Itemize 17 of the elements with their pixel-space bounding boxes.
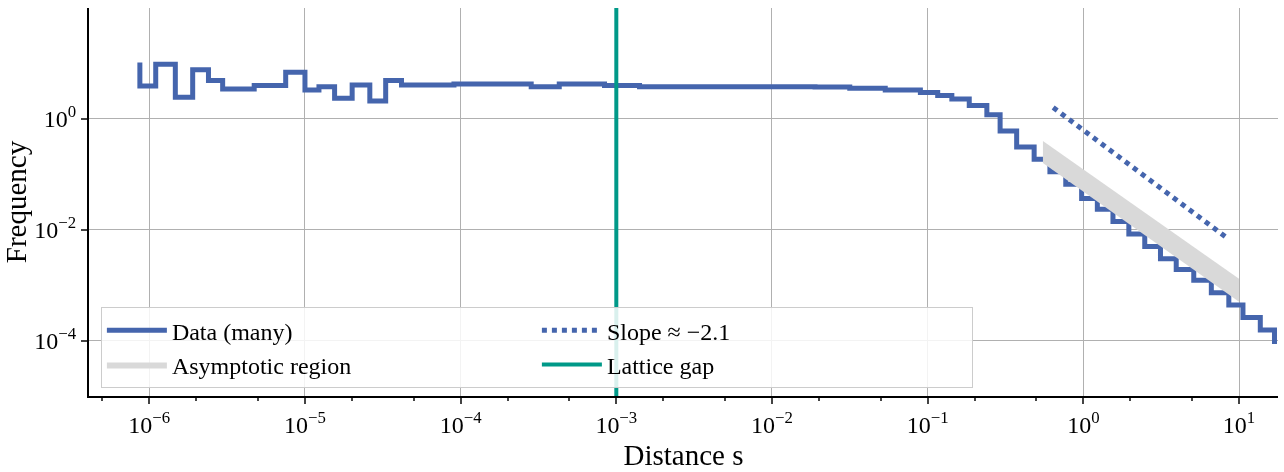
x-axis-title: Distance s: [623, 439, 744, 472]
legend-label: Asymptotic region: [171, 352, 352, 379]
y-tick-label: 10$^{−4}$: [34, 323, 77, 354]
x-tick-label: 10$^{−1}$: [906, 407, 949, 438]
x-tick-label: 10$^{−4}$: [439, 407, 483, 438]
x-tick-label: 10$^{−5}$: [284, 407, 326, 438]
legend-label: Data (many): [171, 318, 293, 345]
y-axis-title: Frequency: [0, 140, 32, 264]
ref-line-label: Lattice gap: [606, 352, 715, 379]
x-tick-label: 10$^{1}$: [1222, 407, 1256, 438]
x-tick-label: 10$^{−2}$: [751, 407, 793, 438]
x-tick-label: 10$^{−3}$: [595, 407, 638, 438]
x-tick-label: 10$^{0}$: [1067, 407, 1100, 438]
legend-label: Slope ≈ −2.1: [606, 318, 731, 345]
y-tick-label: 10$^{−2}$: [34, 213, 77, 244]
y-tick-label: 10$^{0}$: [43, 102, 77, 133]
x-tick-label: 10$^{−6}$: [128, 407, 171, 438]
